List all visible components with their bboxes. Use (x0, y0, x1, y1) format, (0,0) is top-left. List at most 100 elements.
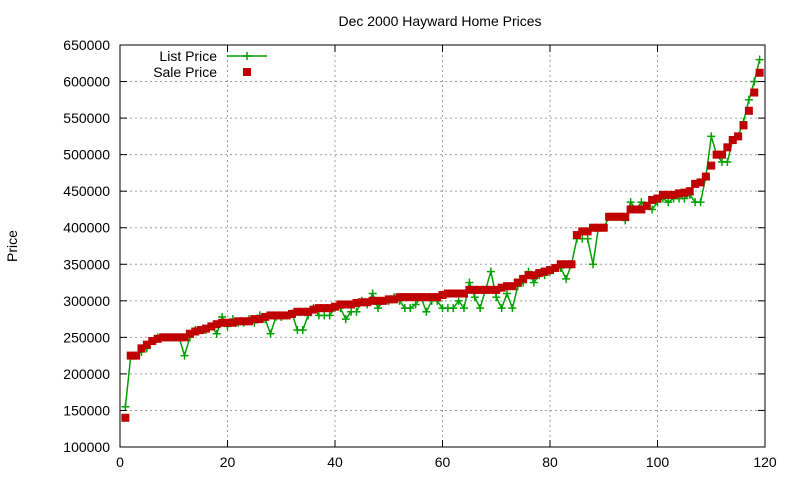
legend-label-list-price: List Price (159, 48, 217, 64)
sale-price-point (556, 260, 565, 269)
chart-title: Dec 2000 Hayward Home Prices (338, 13, 541, 29)
sale-price-point (669, 190, 678, 199)
list-price-point (212, 329, 221, 338)
list-price-point (626, 198, 635, 207)
sale-price-point (497, 283, 506, 292)
sale-price-point (250, 315, 259, 324)
sale-price-point (395, 293, 404, 302)
sale-price-point (363, 298, 372, 307)
sale-price-point (261, 312, 270, 321)
sale-price-point (637, 205, 646, 214)
sale-price-point (744, 106, 753, 115)
list-price-point (508, 304, 517, 313)
y-tick-label: 200000 (63, 366, 110, 382)
list-price-point (406, 304, 415, 313)
list-price-point (562, 274, 571, 283)
sale-price-point (519, 274, 528, 283)
sale-price-point (137, 344, 146, 353)
sale-price-point (212, 320, 221, 329)
sale-price-point (309, 305, 318, 314)
sale-price-point (572, 231, 581, 240)
sale-price-point (325, 304, 334, 313)
sale-price-point (551, 263, 560, 272)
list-price-point (707, 132, 716, 141)
list-price-point (449, 304, 458, 313)
list-price-point (470, 293, 479, 302)
list-price-point (476, 304, 485, 313)
sale-price-point (352, 299, 361, 308)
sale-price-point (207, 322, 216, 331)
list-price-point (325, 311, 334, 320)
sale-price-point (712, 150, 721, 159)
sale-price-point (400, 293, 409, 302)
sale-price-point (406, 293, 415, 302)
sale-price-point (164, 333, 173, 342)
sale-price-point (589, 223, 597, 232)
sale-price-point (255, 315, 264, 324)
sale-price-point (540, 267, 549, 276)
list-price-point (422, 307, 431, 316)
sale-price-point (492, 285, 501, 294)
list-price-point (497, 304, 506, 313)
x-tick-label: 40 (327, 454, 343, 470)
sale-price-point (121, 413, 130, 422)
sale-price-point (755, 68, 764, 77)
list-price-point (723, 157, 732, 166)
sale-price-point (449, 289, 458, 298)
sale-price-point (347, 300, 356, 309)
sale-price-point (476, 285, 485, 294)
sale-price-point (578, 227, 587, 236)
sale-price-point (293, 307, 302, 316)
list-price-point (589, 260, 597, 269)
list-price-point (368, 289, 377, 298)
sale-price-point (153, 334, 162, 343)
sale-price-point (583, 227, 592, 236)
sale-price-point (282, 311, 291, 320)
sale-price-point (470, 285, 479, 294)
sale-price-point (341, 300, 350, 309)
sale-price-point (739, 121, 748, 130)
sale-price-point (126, 351, 135, 360)
legend-sample-list-price-marker (243, 52, 251, 60)
x-tick-label: 100 (646, 454, 670, 470)
sale-price-point (271, 311, 280, 320)
sale-price-point (594, 223, 603, 232)
sale-price-point (696, 178, 705, 187)
sale-price-point (374, 296, 382, 305)
list-price-point (755, 55, 764, 64)
sale-price-point (701, 172, 710, 181)
y-tick-label: 100000 (63, 439, 110, 455)
list-price-point (750, 77, 759, 86)
sale-price-point (648, 195, 657, 204)
sale-price-point (191, 327, 200, 336)
list-price-point (298, 326, 307, 335)
list-price-point (486, 267, 495, 276)
sale-price-point (653, 194, 662, 203)
sale-price-point (196, 326, 205, 335)
sale-price-point (185, 329, 194, 338)
y-axis-label: Price (4, 230, 20, 262)
list-price-point (121, 402, 130, 411)
sale-price-point (384, 295, 393, 304)
sale-price-point (599, 223, 608, 232)
sale-price-point (605, 212, 614, 221)
y-tick-label: 400000 (63, 220, 110, 236)
sale-price-point (148, 337, 157, 346)
list-price-point (696, 198, 705, 207)
sale-price-point (680, 188, 689, 197)
sale-price-point (390, 295, 399, 304)
sale-price-point (228, 318, 237, 327)
grid-lines (120, 45, 765, 447)
sale-price-point (314, 304, 323, 313)
y-tick-label: 650000 (63, 37, 110, 53)
list-price-point (411, 300, 420, 309)
sale-price-point (707, 161, 716, 170)
sale-price-point (691, 179, 700, 188)
sale-price-point (567, 260, 576, 269)
sale-price-point (664, 190, 673, 199)
sale-price-point (529, 271, 538, 280)
sale-price-point (357, 298, 366, 307)
sale-price-point (460, 289, 468, 298)
